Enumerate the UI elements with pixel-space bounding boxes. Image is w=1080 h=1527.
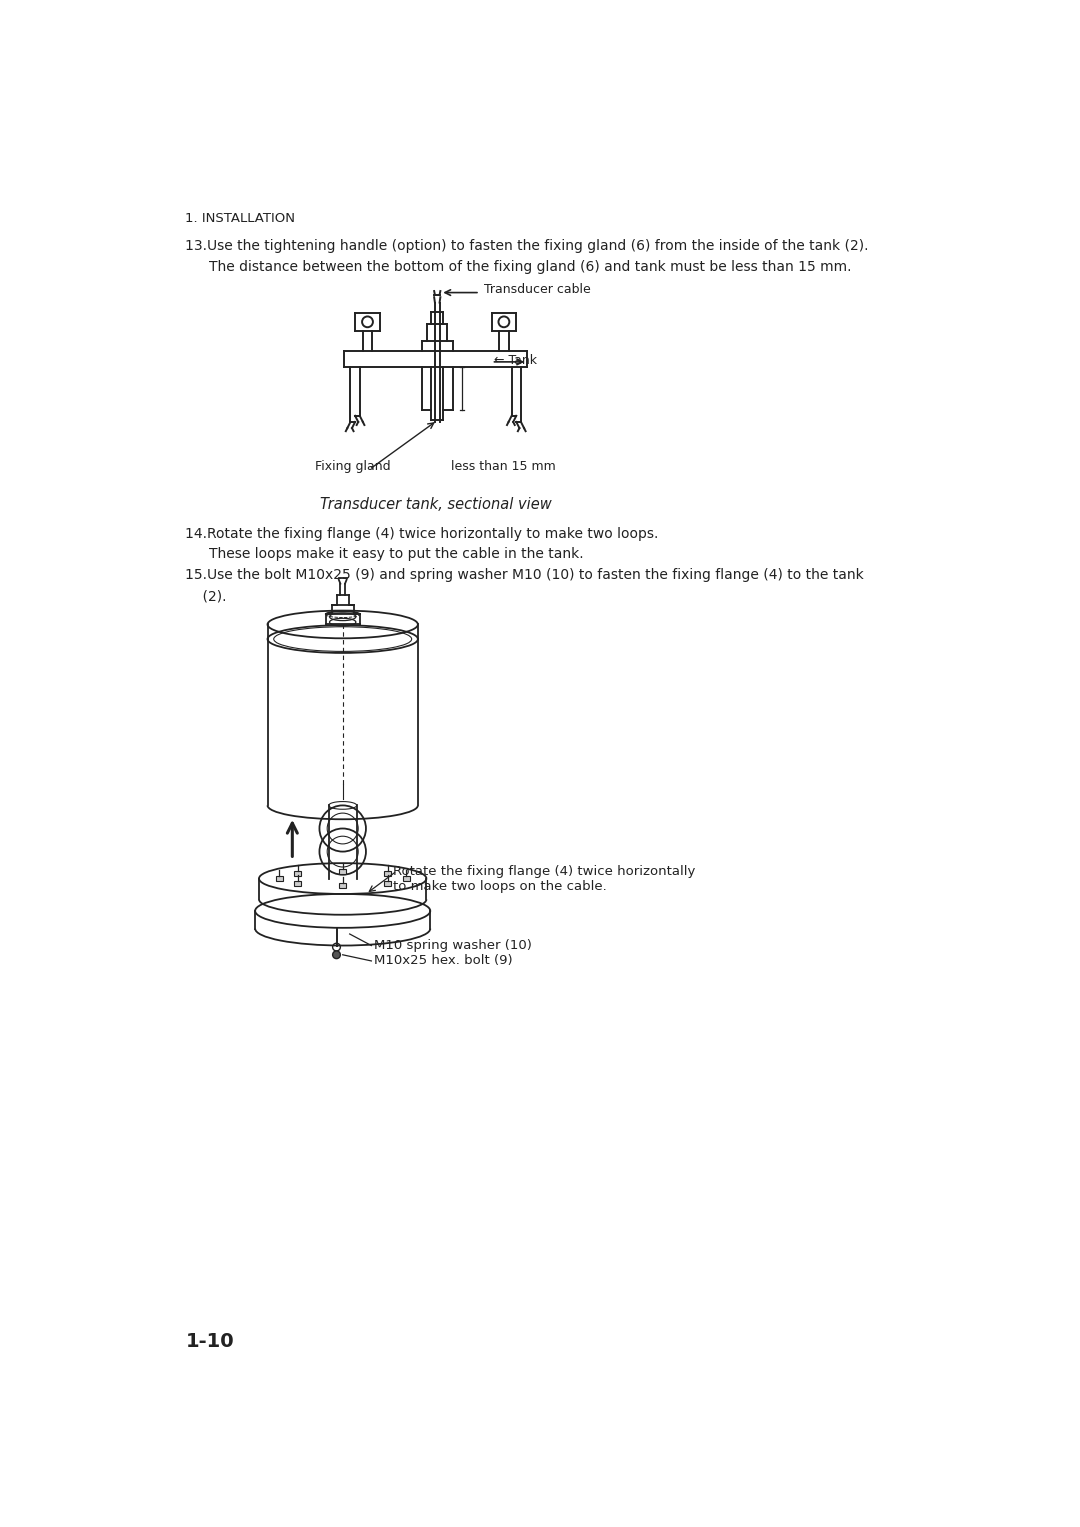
Text: (2).: (2). [186,589,227,603]
Text: Fixing gland: Fixing gland [314,461,391,473]
Bar [384,881,391,886]
Bar [384,870,391,876]
Bar [339,883,347,889]
Text: Rotate the fixing flange (4) twice horizontally
to make two loops on the cable.: Rotate the fixing flange (4) twice horiz… [393,864,696,893]
Text: ← Tank: ← Tank [494,354,537,366]
Text: 14.Rotate the fixing flange (4) twice horizontally to make two loops.: 14.Rotate the fixing flange (4) twice ho… [186,527,659,542]
Bar [275,876,283,881]
Text: The distance between the bottom of the fixing gland (6) and tank must be less th: The distance between the bottom of the f… [208,260,851,275]
Bar [403,876,409,881]
Text: Transducer cable: Transducer cable [484,282,591,296]
Text: These loops make it easy to put the cable in the tank.: These loops make it easy to put the cabl… [208,548,583,562]
Text: M10 spring washer (10): M10 spring washer (10) [374,939,531,951]
Bar [339,869,347,875]
Bar [294,881,301,886]
Text: Transducer tank, sectional view: Transducer tank, sectional view [320,498,552,513]
Text: less than 15 mm: less than 15 mm [451,461,556,473]
Text: 1. INSTALLATION: 1. INSTALLATION [186,212,295,226]
Circle shape [333,951,340,959]
Text: 1-10: 1-10 [186,1332,234,1351]
Text: M10x25 hex. bolt (9): M10x25 hex. bolt (9) [374,954,512,968]
Text: 15.Use the bolt M10x25 (9) and spring washer M10 (10) to fasten the fixing flang: 15.Use the bolt M10x25 (9) and spring wa… [186,568,864,582]
Text: 13.Use the tightening handle (option) to fasten the fixing gland (6) from the in: 13.Use the tightening handle (option) to… [186,238,869,252]
Bar [294,870,301,876]
